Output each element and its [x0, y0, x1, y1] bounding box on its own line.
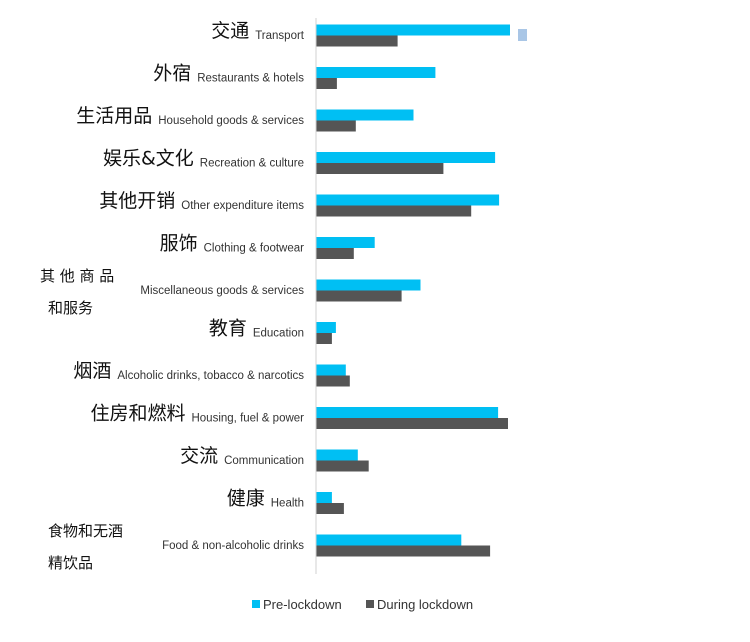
category-label-en-6: Miscellaneous goods & services [140, 285, 304, 297]
bar-during-4 [316, 205, 472, 217]
legend-swatch-during-lockdown [366, 600, 374, 608]
category-label-en-10: Communication [224, 455, 304, 467]
bar-during-10 [316, 460, 369, 472]
category-label-en-9: Housing, fuel & power [191, 413, 304, 425]
bar-during-0 [316, 35, 398, 47]
bar-pre-10 [316, 449, 358, 461]
category-label-zh-8: 烟酒 [73, 360, 111, 382]
category-label-zh-1: 外宿 [153, 63, 191, 85]
legend-label-during-lockdown: During lockdown [377, 597, 473, 612]
bar-pre-12 [316, 534, 462, 546]
legend-label-pre-lockdown: Pre-lockdown [263, 597, 342, 612]
bar-during-7 [316, 333, 332, 344]
category-label-zh-12-1: 精饮品 [48, 554, 93, 572]
category-label-en-5: Clothing & footwear [204, 243, 305, 255]
category-label-zh-11: 健康 [227, 488, 265, 510]
category-label-zh-5: 服饰 [160, 233, 198, 255]
category-label-zh-12-0: 食物和无酒 [48, 522, 123, 540]
bar-pre-8 [316, 364, 346, 376]
category-label-zh-2: 生活用品 [76, 105, 152, 127]
category-label-en-8: Alcoholic drinks, tobacco & narcotics [117, 370, 304, 382]
category-label-en-1: Restaurants & hotels [197, 73, 304, 85]
bar-during-1 [316, 78, 337, 89]
category-label-zh-6-1: 和服务 [48, 299, 93, 317]
bar-pre-11 [316, 492, 332, 503]
category-label-zh-0: 交通 [211, 20, 249, 42]
bar-pre-2 [316, 109, 414, 121]
bar-pre-5 [316, 237, 375, 248]
bar-pre-4 [316, 194, 500, 206]
category-label-zh-7: 教育 [209, 318, 247, 340]
legend: Pre-lockdown During lockdown [252, 597, 473, 612]
bar-during-2 [316, 120, 356, 132]
category-label-zh-6-0: 其 他 商 品 [40, 267, 114, 285]
category-label-en-3: Recreation & culture [200, 158, 304, 170]
category-label-en-11: Health [271, 498, 304, 510]
category-label-zh-10: 交流 [180, 445, 218, 467]
bar-pre-0 [316, 24, 510, 36]
bar-pre-1 [316, 67, 436, 78]
bar-pre-9 [316, 407, 499, 418]
category-label-zh-3: 娱乐&文化 [103, 148, 194, 170]
category-label-en-2: Household goods & services [158, 115, 304, 127]
bar-during-8 [316, 375, 350, 387]
bar-during-6 [316, 290, 402, 302]
bar-during-9 [316, 418, 508, 429]
bar-pre-3 [316, 152, 496, 163]
legend-marker-small [518, 29, 527, 41]
bar-during-11 [316, 503, 344, 514]
bar-during-3 [316, 163, 444, 174]
category-label-en-7: Education [253, 328, 304, 340]
bars-group [316, 24, 510, 557]
category-label-en-0: Transport [255, 30, 305, 42]
bar-during-5 [316, 248, 354, 259]
legend-swatch-pre-lockdown [252, 600, 260, 608]
category-labels-group: Transport 交通 Restaurants & hotels 外宿 Househo… [40, 20, 305, 572]
category-label-zh-9: 住房和燃料 [90, 403, 185, 425]
bar-pre-7 [316, 322, 336, 333]
category-label-zh-4: 其他开销 [99, 190, 175, 212]
category-label-en-12: Food & non-alcoholic drinks [162, 540, 304, 552]
category-label-en-4: Other expenditure items [181, 200, 304, 212]
bar-during-12 [316, 545, 491, 557]
bar-pre-6 [316, 279, 421, 291]
